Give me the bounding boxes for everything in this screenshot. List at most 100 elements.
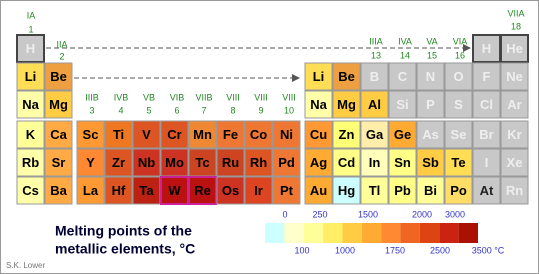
element-cell (360, 120, 389, 149)
scale-label: 2000 (412, 209, 432, 219)
element-cell (444, 62, 473, 91)
element-cell (388, 62, 417, 91)
element-symbol: Kr (507, 127, 521, 142)
scale-label: 250 (312, 209, 327, 219)
group-number: 16 (455, 50, 465, 60)
scale-swatch (439, 223, 459, 243)
element-cell (416, 148, 445, 177)
group-number: 18 (511, 21, 521, 31)
element-cell (132, 120, 161, 149)
element-symbol: P (426, 97, 435, 112)
element-cell (444, 120, 473, 149)
element-symbol: Pt (280, 183, 294, 198)
element-symbol: Y (86, 155, 95, 170)
element-symbol: Pd (278, 155, 295, 170)
element-symbol: Zr (112, 155, 125, 170)
element-symbol: K (26, 127, 36, 142)
scale-swatch (323, 223, 343, 243)
group-roman: IA (27, 10, 36, 20)
element-cell (500, 120, 529, 149)
element-symbol: Be (50, 69, 67, 84)
element-symbol: Se (451, 127, 467, 142)
element-cell (188, 176, 217, 205)
scale-swatch (342, 223, 362, 243)
scale-label: 2500 (430, 245, 450, 255)
scale-label: 1500 (358, 209, 378, 219)
element-symbol: Tl (369, 183, 381, 198)
group-number: 13 (371, 50, 381, 60)
element-symbol: Li (25, 69, 37, 84)
group-number: 7 (201, 105, 206, 115)
element-symbol: Ru (222, 155, 239, 170)
group-number: 2 (59, 51, 64, 61)
element-cell (188, 120, 217, 149)
element-cell (304, 148, 333, 177)
element-symbol: Li (313, 69, 325, 84)
scale-swatch (419, 223, 440, 243)
element-cell (472, 148, 501, 177)
element-cell (304, 176, 333, 205)
scale-swatch (381, 223, 401, 243)
element-symbol: Ge (394, 127, 411, 142)
element-symbol: Co (250, 127, 267, 142)
element-symbol: Sc (83, 127, 99, 142)
element-cell (16, 176, 45, 205)
element-cell (360, 148, 389, 177)
element-symbol: Na (310, 97, 327, 112)
element-symbol: Ir (254, 183, 263, 198)
element-cell (216, 120, 245, 149)
caption: Melting points of the (55, 223, 192, 239)
element-cell (500, 90, 529, 119)
element-cell (500, 148, 529, 177)
element-cell (272, 148, 301, 177)
scale-swatch (400, 223, 420, 243)
element-symbol: B (370, 69, 379, 84)
element-symbol: As (422, 127, 439, 142)
element-cell (360, 90, 389, 119)
element-symbol: Ni (280, 127, 293, 142)
element-cell (272, 120, 301, 149)
element-cell (332, 148, 361, 177)
element-cell (444, 90, 473, 119)
element-symbol: Au (310, 183, 327, 198)
element-symbol: N (426, 69, 435, 84)
element-cell (76, 120, 105, 149)
element-cell (360, 176, 389, 205)
group-roman: VA (426, 36, 437, 46)
element-cell (160, 148, 189, 177)
group-roman: IIIA (369, 36, 383, 46)
element-symbol: Os (222, 183, 239, 198)
group-number: 9 (258, 105, 263, 115)
element-symbol: W (168, 183, 181, 198)
element-symbol: C (398, 69, 408, 84)
element-cell (332, 90, 361, 119)
group-number: 6 (174, 105, 179, 115)
element-symbol: I (485, 155, 489, 170)
element-cell (416, 62, 445, 91)
element-symbol: Rh (250, 155, 267, 170)
element-cell (216, 176, 245, 205)
element-cell (304, 90, 333, 119)
element-symbol: Tc (195, 155, 209, 170)
element-cell (472, 120, 501, 149)
element-cell (472, 62, 501, 91)
element-cell (16, 148, 45, 177)
group-roman: VIA (453, 36, 468, 46)
element-symbol: Sn (394, 155, 411, 170)
element-cell (244, 148, 273, 177)
element-cell (272, 176, 301, 205)
element-symbol: Mg (49, 97, 68, 112)
element-cell (332, 120, 361, 149)
element-symbol: In (369, 155, 381, 170)
group-number: 3 (89, 105, 94, 115)
element-symbol: Ca (50, 127, 67, 142)
element-cell (388, 176, 417, 205)
element-cell (416, 90, 445, 119)
group-roman: VIII (226, 92, 240, 102)
element-cell (44, 120, 73, 149)
group-roman: VIII (282, 92, 296, 102)
element-symbol: Ne (506, 69, 523, 84)
element-symbol: Cs (22, 183, 39, 198)
element-symbol: Mn (193, 127, 212, 142)
